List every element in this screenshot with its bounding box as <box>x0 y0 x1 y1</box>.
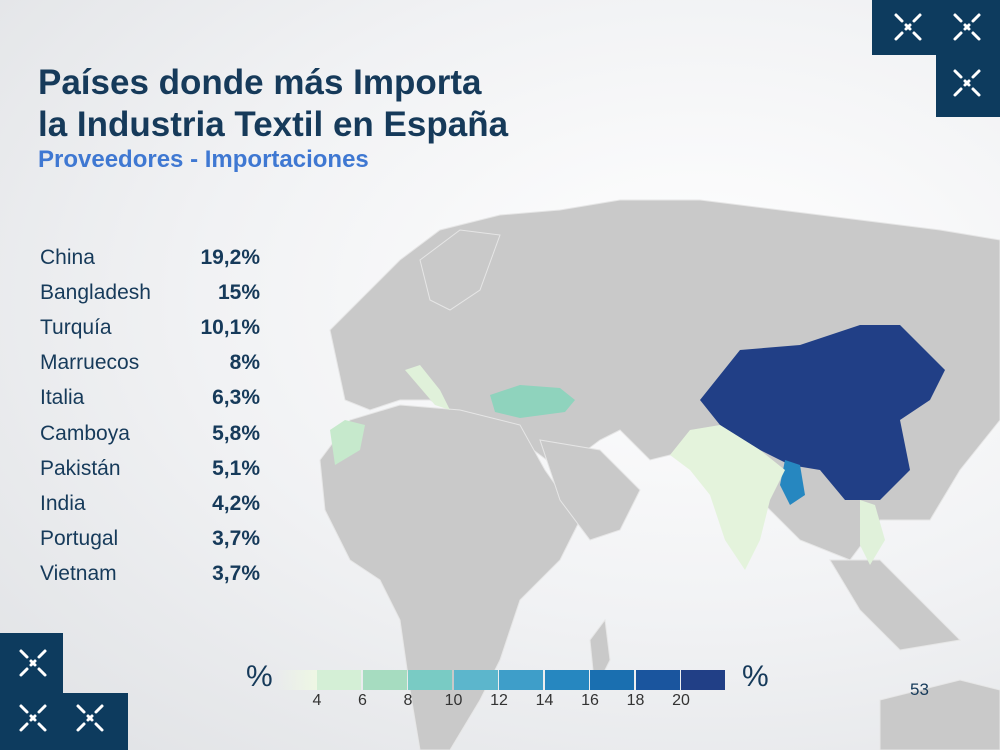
decor-bottom <box>0 633 63 750</box>
legend-unit-left: % <box>246 660 273 693</box>
country-value: 19,2% <box>200 245 260 269</box>
country-name: Turquía <box>40 315 112 339</box>
page-subtitle: Proveedores - Importaciones <box>38 146 369 173</box>
country-china <box>700 325 945 500</box>
legend-swatch <box>362 670 407 690</box>
land-africa <box>319 404 581 750</box>
country-row: Camboya 5,8% <box>40 416 260 451</box>
legend-tick: 12 <box>490 692 508 709</box>
country-row: India 4,2% <box>40 486 260 521</box>
legend-tick: 14 <box>535 692 554 709</box>
country-row: China 19,2% <box>40 240 260 275</box>
sparkle-icon <box>19 704 47 732</box>
country-value: 10,1% <box>200 315 260 339</box>
decor-top <box>872 0 1000 55</box>
legend-swatch <box>499 670 543 690</box>
country-row: Turquía 10,1% <box>40 310 260 345</box>
legend-swatch <box>408 670 452 690</box>
country-name: China <box>40 245 95 269</box>
legend-tick: 4 <box>312 692 322 709</box>
country-list: China 19,2% Bangladesh 15% Turquía 10,1% Marru… <box>40 240 260 592</box>
legend-tick: 10 <box>444 692 463 709</box>
legend-swatch <box>590 670 634 690</box>
legend-tick: 20 <box>672 692 690 709</box>
country-value: 15% <box>217 280 260 304</box>
country-value: 6,3% <box>212 386 260 410</box>
country-row: Bangladesh 15% <box>40 275 260 310</box>
legend-tick: 6 <box>358 692 367 709</box>
legend-tick: 16 <box>581 692 599 709</box>
land-scandinavia <box>419 229 501 311</box>
country-row: Italia 6,3% <box>40 381 260 416</box>
country-italy <box>405 365 450 410</box>
sparkle-icon <box>76 704 104 732</box>
country-row: Pakistán 5,1% <box>40 451 260 486</box>
country-value: 4,2% <box>212 491 260 515</box>
country-name: Vietnam <box>40 562 117 586</box>
country-name: Italia <box>40 386 85 410</box>
legend-tick: 18 <box>626 692 645 709</box>
land-arabia <box>539 439 641 541</box>
country-name: Marruecos <box>40 351 140 375</box>
title-line-1: Países donde más Importa <box>38 63 482 102</box>
country-row: Portugal 3,7% <box>40 522 260 557</box>
land-australia <box>879 679 1000 750</box>
country-value: 5,1% <box>212 456 260 480</box>
country-name: Bangladesh <box>40 280 151 304</box>
legend-swatch <box>453 670 498 690</box>
country-value: 8% <box>229 351 260 375</box>
decor-bottom-2 <box>63 693 128 750</box>
country-vietnam <box>860 500 885 565</box>
page-number: 53 <box>910 680 929 699</box>
country-value: 3,7% <box>212 562 260 586</box>
country-row: Vietnam 3,7% <box>40 557 260 592</box>
country-name: India <box>40 491 86 515</box>
legend-swatch <box>635 670 680 690</box>
country-india <box>670 425 785 570</box>
sparkle-icon <box>894 13 922 41</box>
country-value: 3,7% <box>212 527 260 551</box>
land-se-asia <box>829 559 962 651</box>
legend-swatch <box>681 670 725 690</box>
country-name: Camboya <box>40 421 130 445</box>
country-row: Marruecos 8% <box>40 346 260 381</box>
title-line-2: la Industria Textil en España <box>38 105 509 144</box>
country-name: Pakistán <box>40 456 121 480</box>
legend-swatch <box>317 670 361 690</box>
country-value: 5,8% <box>212 421 260 445</box>
legend-unit-right: % <box>742 660 769 693</box>
country-morocco <box>330 420 365 465</box>
country-turkey <box>490 385 575 418</box>
sparkle-icon <box>953 69 981 97</box>
sparkle-icon <box>19 649 47 677</box>
page-title: Países donde más Importa la Industria Tex… <box>38 62 508 146</box>
country-name: Portugal <box>40 527 119 551</box>
sparkle-icon <box>953 13 981 41</box>
legend-swatch <box>544 670 589 690</box>
legend-fade <box>275 670 317 690</box>
country-bangladesh <box>780 460 805 505</box>
legend-tick: 8 <box>403 692 413 709</box>
